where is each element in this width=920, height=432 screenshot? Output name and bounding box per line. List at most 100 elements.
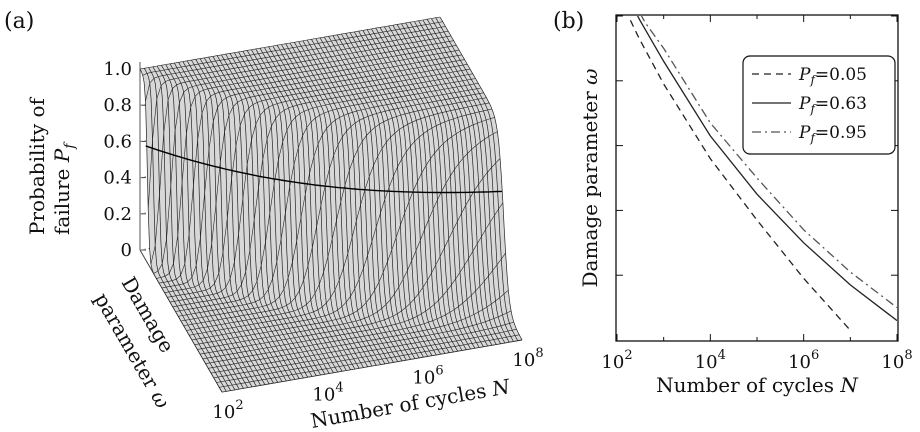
surface-mesh-line <box>202 202 504 360</box>
surface-mesh-line <box>178 83 479 317</box>
legend-entry: Pf=0.63 <box>798 94 867 116</box>
x-tick-label-exp: 8 <box>535 346 543 361</box>
y-label: Damage parameter ω <box>578 69 602 288</box>
x-tick-label: 106 <box>788 348 819 373</box>
x-tick-label: 108 <box>881 348 912 373</box>
x-tick-label-base: 10 <box>212 402 235 423</box>
legend-var: P <box>798 65 811 85</box>
legend-box <box>742 55 896 155</box>
legend-entry: Pf=0.05 <box>798 65 867 87</box>
x-tick-label-base: 10 <box>512 350 535 371</box>
x-tick-label: 102 <box>212 398 243 423</box>
x-tick-label: 104 <box>312 381 343 406</box>
z-tick-label: 0.6 <box>103 131 132 152</box>
legend-value: =0.05 <box>815 65 867 85</box>
z-label-line2: failure Pf <box>50 141 78 235</box>
x-label-word: Number of cycles <box>656 373 834 397</box>
surface-mesh-line <box>194 117 495 345</box>
x-tick-label-exp: 2 <box>624 348 632 363</box>
surface-mesh-line <box>167 64 468 298</box>
curves <box>627 16 897 331</box>
probability-surface <box>139 16 523 393</box>
z-tick-label: 0.8 <box>103 95 132 116</box>
surface-mesh-line <box>164 59 465 293</box>
surface-mesh-line <box>139 16 441 70</box>
x-tick-label: 102 <box>601 348 632 373</box>
surface-mesh-line <box>200 158 501 355</box>
y-label-word: Damage parameter <box>578 91 602 288</box>
legend-value: =0.95 <box>815 123 867 143</box>
z-tick-label: 0.4 <box>103 168 132 189</box>
x-tick-label: 106 <box>412 363 443 388</box>
x-tick-label-base: 10 <box>695 352 718 373</box>
surface-mesh-line <box>161 54 462 289</box>
surface-mesh-line <box>211 310 512 374</box>
z-label-sub: f <box>62 141 78 150</box>
y-axis-label: Damage parameter ω <box>578 69 602 288</box>
legend-entry: Pf=0.95 <box>798 123 867 145</box>
surface-mesh-line <box>219 334 520 388</box>
x-tick-label-base: 10 <box>788 352 811 373</box>
legend-sub: f <box>809 131 817 145</box>
surface-mesh-line <box>153 40 454 274</box>
z-tick-label: 0.2 <box>103 204 132 225</box>
x-tick-label-exp: 4 <box>335 381 343 396</box>
x-label-var: N <box>839 373 859 397</box>
legend-value: =0.63 <box>815 94 867 114</box>
surface-mesh-line <box>142 21 443 76</box>
z-tick-label: 0 <box>121 240 132 261</box>
x-tick-label-exp: 2 <box>235 398 243 413</box>
surface-mesh-line <box>221 339 523 393</box>
z-tick-label: 1.0 <box>103 59 132 80</box>
z-axis-label: Probability of failure Pf <box>25 96 78 235</box>
cycles-label-var: N <box>489 374 513 401</box>
surface-mesh-line <box>156 45 457 279</box>
panel-b: (b) 102 104 106 108 Number of cycles N Dama… <box>553 9 913 397</box>
surface-mesh-line <box>197 131 498 350</box>
y-label-var: ω <box>578 69 602 85</box>
x-tick-label: 104 <box>695 348 726 373</box>
x-tick-label-exp: 6 <box>435 363 443 378</box>
x-tick-labels: 102 104 106 108 <box>212 346 543 423</box>
damage-label-var: ω <box>146 386 175 412</box>
surface-mesh-line <box>170 68 471 303</box>
panel-b-label: (b) <box>553 9 584 34</box>
surface-mesh-line <box>213 321 514 379</box>
surface-mesh-line <box>147 30 449 210</box>
axis-ticks <box>616 15 898 341</box>
legend-sub: f <box>809 73 817 87</box>
legend-var: P <box>798 94 811 114</box>
x-tick-label-base: 10 <box>312 385 335 406</box>
z-label-var: P <box>50 148 74 163</box>
x-tick-label-exp: 4 <box>718 348 726 363</box>
surface-mesh-line <box>205 252 506 364</box>
series-line <box>640 16 897 309</box>
surface-mesh-line <box>191 108 492 341</box>
surface-mesh-line <box>186 97 487 331</box>
surface-contour <box>145 145 503 194</box>
z-tick-labels: 0 0.2 0.4 0.6 0.8 1.0 <box>103 59 132 261</box>
x-tick-label-exp: 6 <box>811 348 819 363</box>
surface-mesh-line <box>189 102 490 336</box>
x-tick-labels: 102 104 106 108 <box>601 348 912 373</box>
panel-a: (a) 00.20.40.60.81.0 102 104 106 108 Probab… <box>4 9 544 432</box>
surface-mesh-line <box>208 289 509 369</box>
z-label-line1: Probability of <box>25 96 49 235</box>
x-tick-label-base: 10 <box>601 352 624 373</box>
series-line <box>637 16 897 322</box>
series-line <box>627 16 851 331</box>
surface-mesh-line <box>172 73 473 308</box>
panel-a-label: (a) <box>4 9 34 34</box>
surface-mesh-line <box>159 49 460 284</box>
x-axis-label: Number of cycles N <box>656 373 859 397</box>
surface-mesh-line <box>180 87 482 322</box>
z-label-word: failure <box>50 169 74 235</box>
x-tick-label-base: 10 <box>881 352 904 373</box>
surface-mesh-line <box>183 92 484 326</box>
x-tick-label: 108 <box>512 346 543 371</box>
x-tick-label-exp: 8 <box>904 348 912 363</box>
surface-mesh-line <box>150 35 451 265</box>
surface-mesh-line <box>145 26 446 102</box>
